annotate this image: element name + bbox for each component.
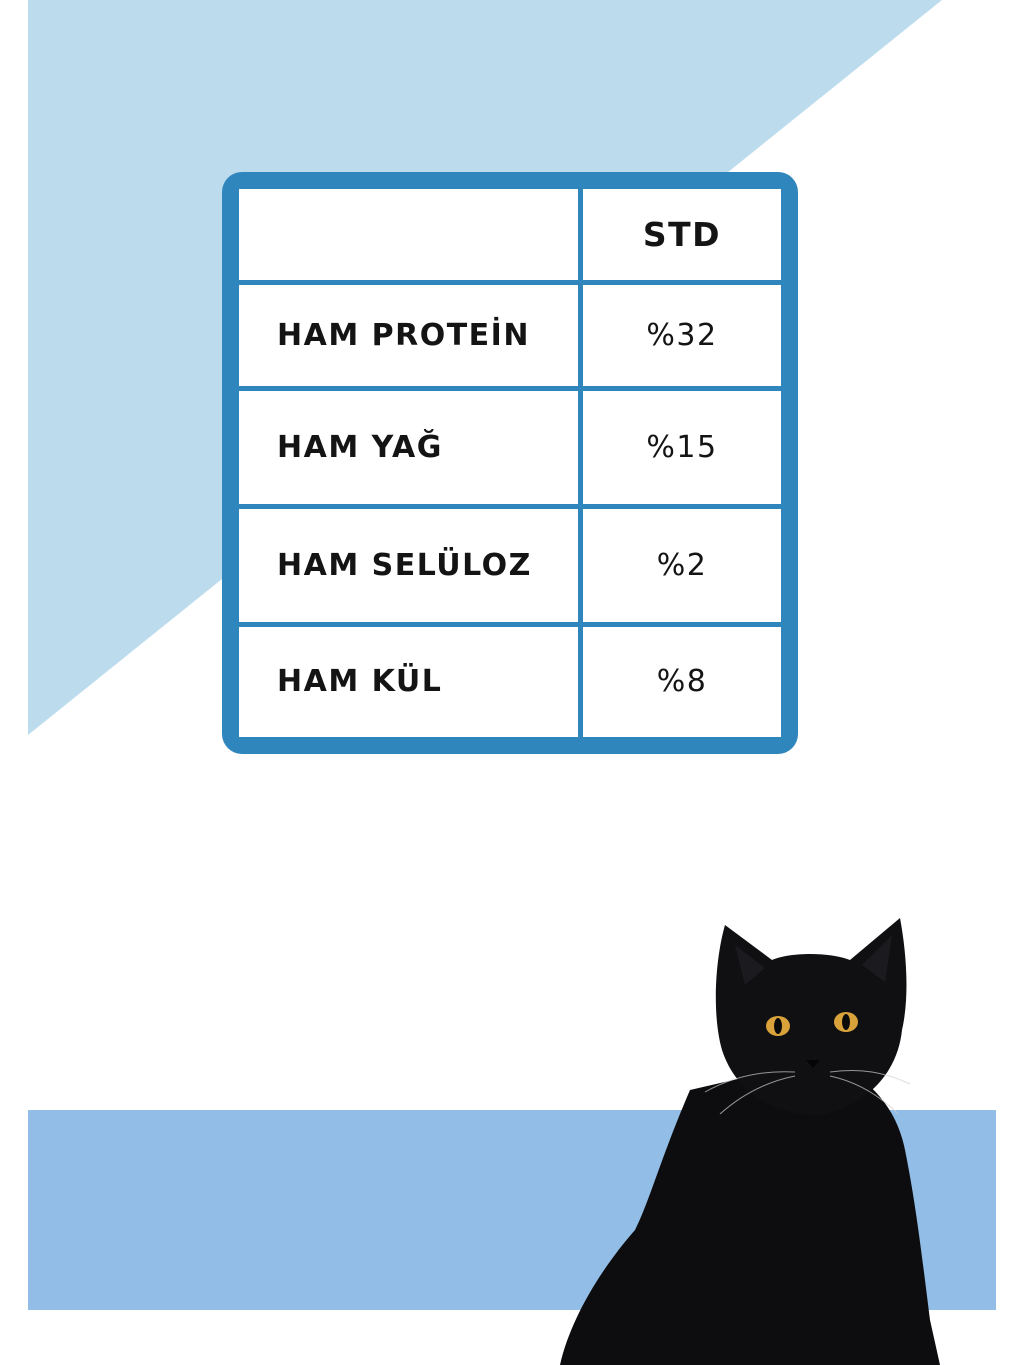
row-value: %32 (578, 279, 781, 391)
header-label-cell (239, 189, 583, 285)
nutrition-table: STD HAM PROTEİN %32 HAM YAĞ %15 HAM SELÜ… (239, 189, 781, 737)
row-label: HAM SELÜLOZ (239, 503, 583, 627)
table-row: HAM PROTEİN %32 (239, 279, 781, 391)
row-label: HAM YAĞ (239, 385, 583, 509)
row-label: HAM PROTEİN (239, 279, 583, 391)
row-value: %15 (578, 385, 781, 509)
black-cat-image (560, 918, 940, 1365)
nutrition-table-frame: STD HAM PROTEİN %32 HAM YAĞ %15 HAM SELÜ… (222, 172, 798, 754)
table-row: HAM SELÜLOZ %2 (239, 503, 781, 627)
row-value: %2 (578, 503, 781, 627)
table-header-row: STD (239, 189, 781, 285)
row-label: HAM KÜL (239, 621, 583, 737)
header-std-cell: STD (578, 189, 781, 285)
table-row: HAM KÜL %8 (239, 621, 781, 737)
table-row: HAM YAĞ %15 (239, 385, 781, 509)
row-value: %8 (578, 621, 781, 737)
